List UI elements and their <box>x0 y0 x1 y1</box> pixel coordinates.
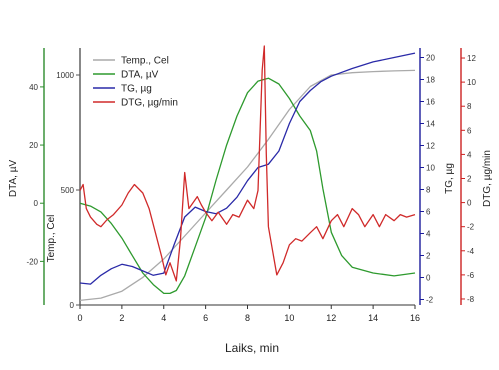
dtg-tick-label: -6 <box>467 271 475 280</box>
x-tick-label: 10 <box>284 313 294 323</box>
dta-tick-label: 40 <box>29 83 38 92</box>
x-tick-label: 4 <box>161 313 166 323</box>
x-tick-label: 6 <box>203 313 208 323</box>
legend-label-dta: DTA, µV <box>121 70 159 81</box>
temp-axis-label: Temp., Cel <box>46 215 57 263</box>
x-tick-label: 16 <box>410 313 420 323</box>
tg-tick-label: 0 <box>426 274 431 283</box>
legend-layer: Temp., Cel DTA, µV TG, µg DTG, µg/min <box>93 56 178 109</box>
dtg-tick-label: 4 <box>467 150 472 159</box>
dtg-tick-label: 0 <box>467 199 472 208</box>
tg-tick-label: 4 <box>426 230 431 239</box>
tg-tick-label: 20 <box>426 54 435 63</box>
dtg-tick-label: 2 <box>467 175 472 184</box>
legend-label-temp: Temp., Cel <box>121 56 169 67</box>
dta-tick-label: -20 <box>26 257 38 266</box>
legend-label-dtg: DTG, µg/min <box>121 98 178 109</box>
x-axis-label: Laiks, min <box>225 341 279 355</box>
series-line-temp <box>79 69 416 302</box>
temp-tick-label: 0 <box>70 301 75 310</box>
tg-tick-label: 10 <box>426 164 435 173</box>
dta-tick-label: 0 <box>34 199 39 208</box>
legend-label-tg: TG, µg <box>121 84 152 95</box>
tg-tick-label: 6 <box>426 208 431 217</box>
x-tick-label: 12 <box>326 313 336 323</box>
x-tick-label: 2 <box>119 313 124 323</box>
dtg-axis-label: DTG, µg/min <box>482 150 493 207</box>
dtg-tick-label: -8 <box>467 295 475 304</box>
dtg-tick-label: -4 <box>467 247 475 256</box>
x-tick-label: 8 <box>245 313 250 323</box>
dtg-tick-label: 12 <box>467 54 476 63</box>
x-tick-label: 14 <box>368 313 378 323</box>
x-tick-label: 0 <box>77 313 82 323</box>
temp-tick-label: 500 <box>61 186 75 195</box>
dta-tick-label: 20 <box>29 141 38 150</box>
tg-tick-label: 16 <box>426 98 435 107</box>
series-layer <box>79 45 416 302</box>
tg-tick-label: 18 <box>426 76 435 85</box>
temp-tick-label: 1000 <box>56 71 74 80</box>
tg-axis-label: TG, µg <box>444 163 455 194</box>
tg-tick-label: 12 <box>426 142 435 151</box>
tg-tick-label: 2 <box>426 252 431 261</box>
tg-tick-label: 8 <box>426 186 431 195</box>
dtg-tick-label: 6 <box>467 126 472 135</box>
dta-axis-label: DTA, µV <box>8 160 19 198</box>
tg-tick-label: -2 <box>426 296 434 305</box>
tg-tick-label: 14 <box>426 120 435 129</box>
series-line-tg <box>79 52 416 285</box>
dtg-tick-label: 10 <box>467 78 476 87</box>
dtg-tick-label: -2 <box>467 223 475 232</box>
series-line-dtg <box>79 45 416 282</box>
dtg-tick-label: 8 <box>467 102 472 111</box>
